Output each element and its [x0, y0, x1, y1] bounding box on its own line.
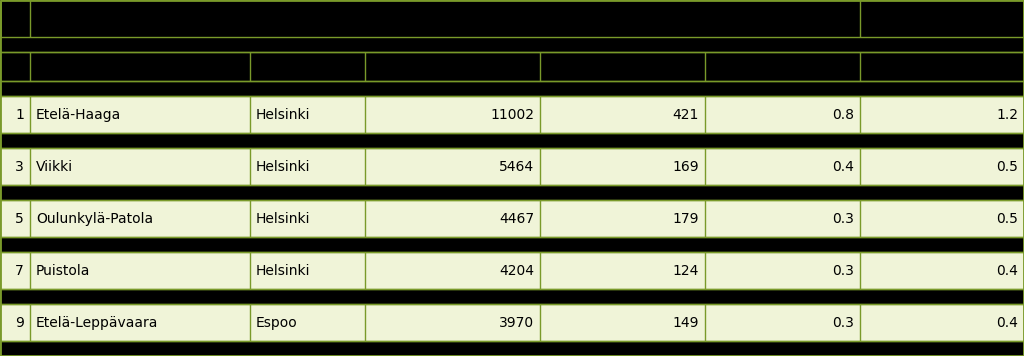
- Text: Viikki: Viikki: [36, 159, 73, 173]
- Text: Helsinki: Helsinki: [256, 264, 310, 278]
- Text: Oulunkylä-Patola: Oulunkylä-Patola: [36, 211, 154, 226]
- Text: Etelä-Leppävaara: Etelä-Leppävaara: [36, 316, 159, 330]
- Bar: [0, 81, 1024, 96]
- Text: 179: 179: [673, 211, 699, 226]
- Text: 169: 169: [673, 159, 699, 173]
- Bar: [0, 289, 1024, 304]
- Text: 1: 1: [15, 108, 24, 121]
- Bar: [0, 341, 1024, 356]
- Bar: [0, 0, 1024, 37]
- Text: 11002: 11002: [490, 108, 534, 121]
- Text: 149: 149: [673, 316, 699, 330]
- Bar: [0, 237, 1024, 252]
- Text: Puistola: Puistola: [36, 264, 90, 278]
- Text: 7: 7: [15, 264, 24, 278]
- Text: 0.4: 0.4: [996, 264, 1018, 278]
- Text: 5: 5: [15, 211, 24, 226]
- Bar: [0, 148, 1024, 185]
- Text: 0.4: 0.4: [996, 316, 1018, 330]
- Text: Etelä-Haaga: Etelä-Haaga: [36, 108, 121, 121]
- Text: 4467: 4467: [499, 211, 534, 226]
- Text: Helsinki: Helsinki: [256, 108, 310, 121]
- Bar: [0, 96, 1024, 133]
- Text: 0.4: 0.4: [833, 159, 854, 173]
- Bar: [0, 133, 1024, 148]
- Bar: [0, 52, 1024, 81]
- Bar: [0, 185, 1024, 200]
- Text: 9: 9: [15, 316, 24, 330]
- Text: 0.3: 0.3: [833, 264, 854, 278]
- Text: 0.3: 0.3: [833, 316, 854, 330]
- Text: 421: 421: [673, 108, 699, 121]
- Text: Helsinki: Helsinki: [256, 159, 310, 173]
- Text: 124: 124: [673, 264, 699, 278]
- Bar: [0, 200, 1024, 237]
- Bar: [0, 304, 1024, 341]
- Text: 3970: 3970: [499, 316, 534, 330]
- Text: Espoo: Espoo: [256, 316, 298, 330]
- Bar: [0, 252, 1024, 289]
- Text: Helsinki: Helsinki: [256, 211, 310, 226]
- Bar: [0, 37, 1024, 52]
- Text: 1.2: 1.2: [996, 108, 1018, 121]
- Text: 0.5: 0.5: [996, 159, 1018, 173]
- Text: 0.3: 0.3: [833, 211, 854, 226]
- Text: 3: 3: [15, 159, 24, 173]
- Text: 4204: 4204: [499, 264, 534, 278]
- Text: 0.8: 0.8: [831, 108, 854, 121]
- Text: 0.5: 0.5: [996, 211, 1018, 226]
- Text: 5464: 5464: [499, 159, 534, 173]
